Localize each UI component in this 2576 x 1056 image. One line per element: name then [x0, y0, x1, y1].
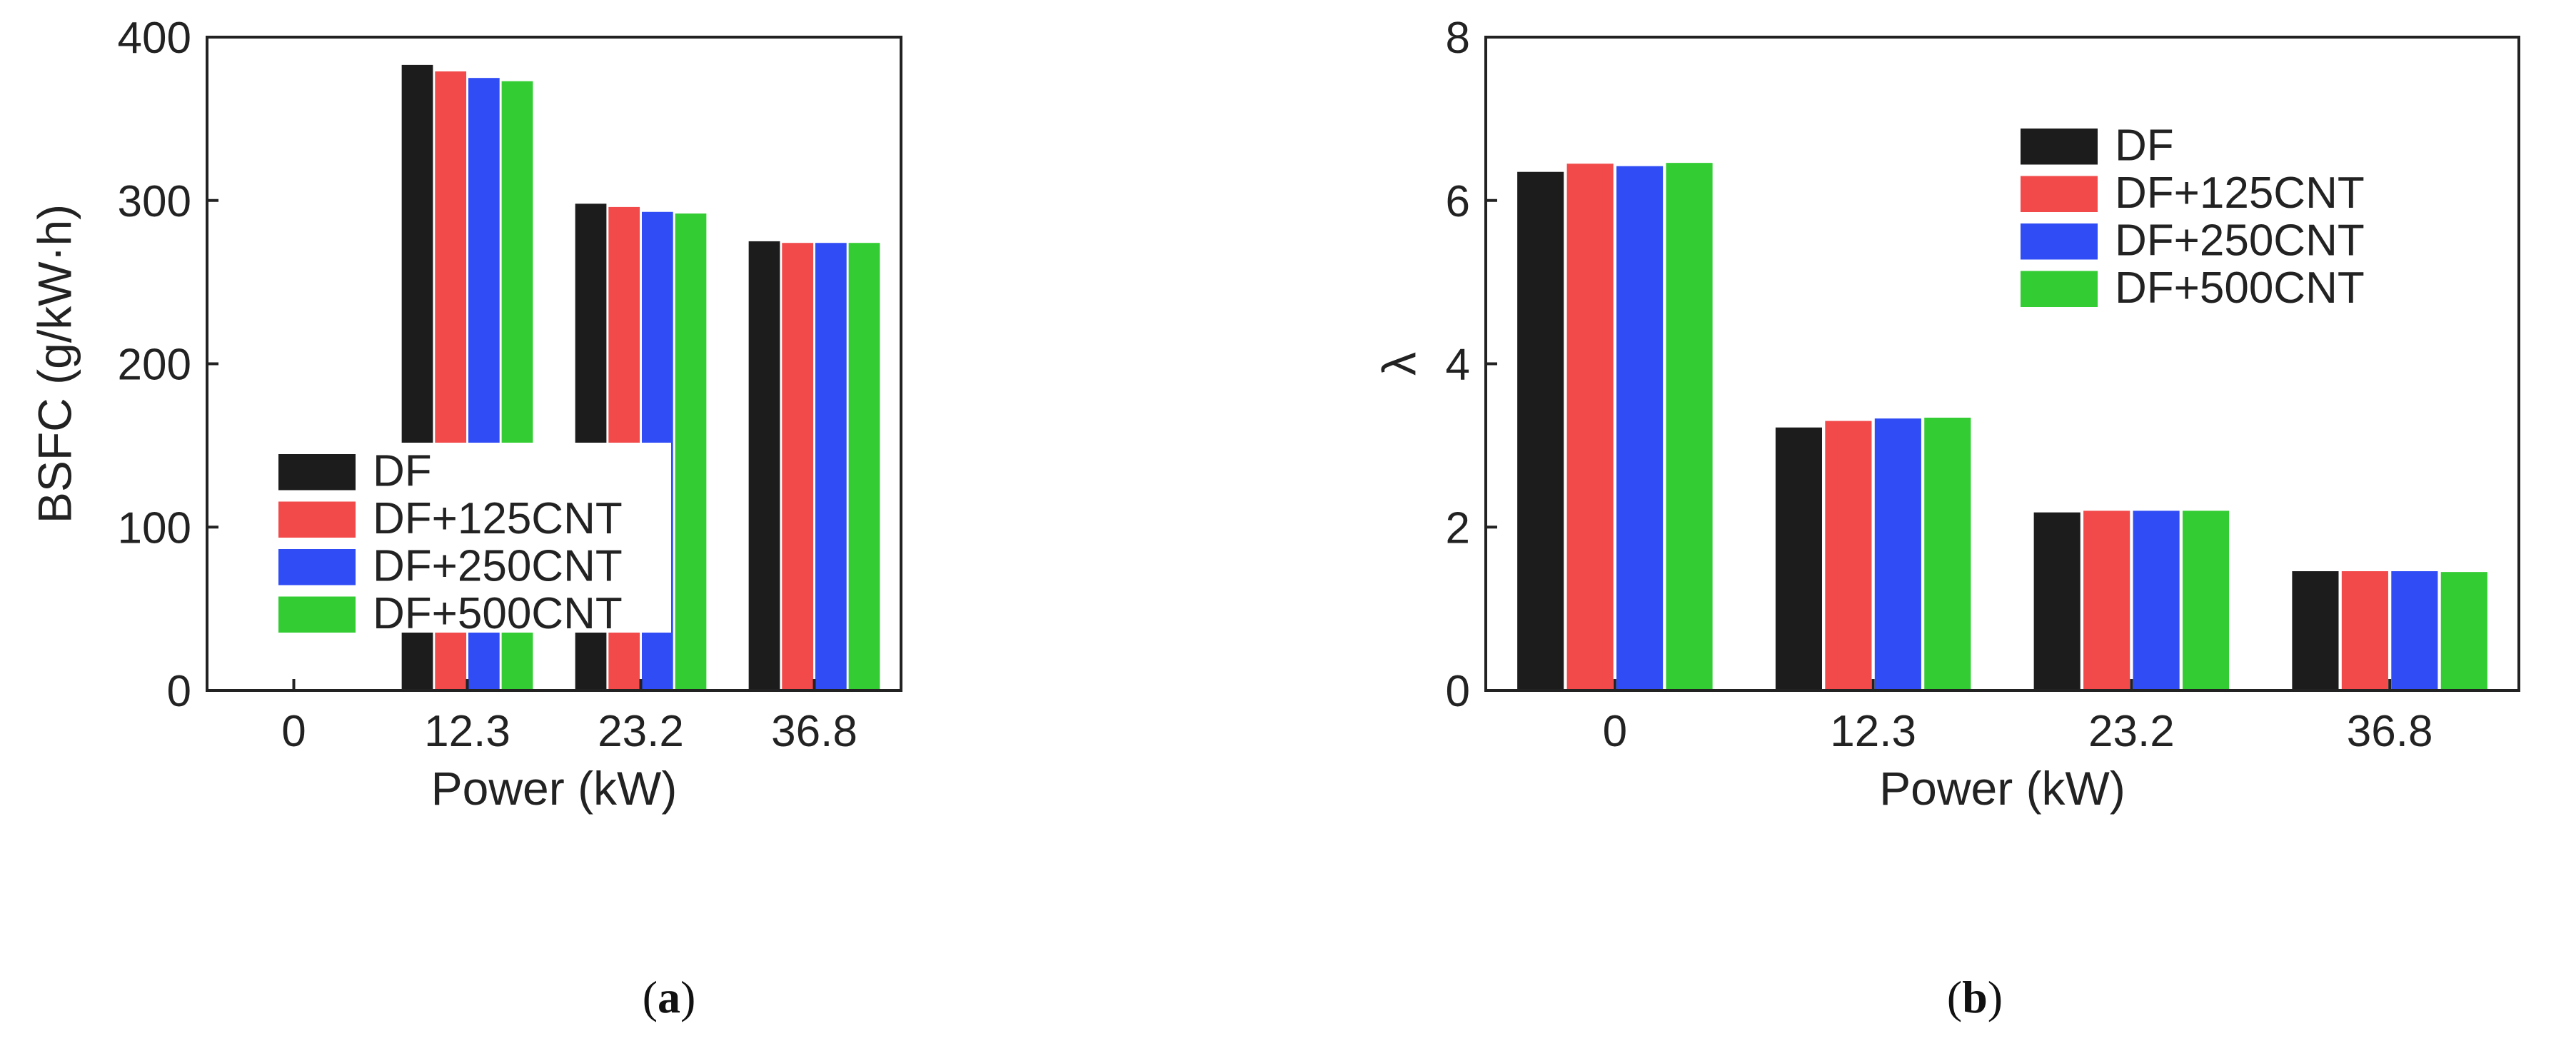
legend-label: DF+250CNT	[373, 542, 623, 591]
bar-df-36.8	[748, 241, 780, 690]
legend-label: DF+125CNT	[373, 494, 623, 543]
y-axis-label-b: λ	[1372, 352, 1425, 376]
y-ticks-b: 0 2 4 6 8	[1446, 14, 1497, 716]
bar-df-plus-500cnt-36.8	[848, 243, 880, 691]
legend-label: DF+500CNT	[2115, 263, 2365, 313]
legend-swatch	[2021, 223, 2098, 260]
bar-df-plus-500cnt-0	[1666, 163, 1713, 690]
y-tick-label: 0	[1446, 667, 1470, 716]
y-tick-label: 300	[118, 177, 191, 226]
bar-df-plus-500cnt-12.3	[1924, 417, 1971, 690]
bar-df-plus-250cnt-12.3	[1874, 418, 1921, 690]
y-axis-label-a: BSFC (g/kW·h)	[28, 204, 81, 523]
x-tick-label: 23.2	[598, 707, 684, 756]
legend-swatch	[2021, 271, 2098, 307]
legend-swatch	[278, 549, 356, 585]
panel-caption-letter-b: b	[1962, 972, 1988, 1022]
x-ticks-b: 0 12.3 23.2 36.8	[1603, 679, 2433, 756]
legend-swatch	[2021, 129, 2098, 165]
bar-df-plus-125cnt-12.3	[1825, 421, 1872, 690]
x-tick-label: 36.8	[2347, 707, 2433, 756]
legend-swatch	[278, 501, 356, 538]
legend-label: DF+500CNT	[373, 589, 623, 638]
panel-caption-a: (a)	[643, 972, 696, 1022]
y-tick-label: 400	[118, 14, 191, 63]
panel-caption-letter-a: a	[658, 972, 680, 1022]
bar-df-plus-250cnt-23.2	[2133, 511, 2180, 690]
x-tick-label: 36.8	[771, 707, 857, 756]
bar-df-plus-500cnt-23.2	[675, 213, 707, 690]
bar-df-plus-250cnt-36.8	[815, 243, 847, 691]
x-tick-label: 12.3	[424, 707, 510, 756]
bar-df-plus-125cnt-36.8	[782, 243, 814, 691]
bars-group-b	[1517, 163, 2487, 690]
x-ticks-a: 0 12.3 23.2 36.8	[281, 679, 857, 756]
legend-label: DF	[2115, 121, 2174, 171]
legend-swatch	[278, 596, 356, 633]
bar-df-12.3	[1775, 427, 1822, 690]
x-tick-label: 0	[281, 707, 306, 756]
y-tick-label: 4	[1446, 341, 1470, 390]
legend-label: DF+125CNT	[2115, 169, 2365, 218]
legend-swatch	[278, 454, 356, 491]
bar-df-plus-125cnt-0	[1566, 164, 1614, 690]
bar-df-plus-500cnt-23.2	[2183, 511, 2230, 690]
bar-df-plus-250cnt-0	[1616, 166, 1664, 690]
x-axis-label-a: Power (kW)	[431, 762, 678, 815]
y-ticks-a: 0 100 200 300 400	[118, 14, 218, 716]
x-tick-label: 12.3	[1830, 707, 1916, 756]
legend-label: DF	[373, 447, 432, 496]
y-tick-label: 200	[118, 341, 191, 390]
y-tick-label: 6	[1446, 177, 1470, 226]
bar-df-plus-125cnt-23.2	[2083, 511, 2130, 690]
y-tick-label: 0	[167, 667, 191, 716]
y-tick-label: 100	[118, 503, 191, 553]
bar-df-36.8	[2292, 571, 2339, 690]
panel-caption-b: (b)	[1947, 972, 2003, 1022]
x-axis-label-b: Power (kW)	[1879, 762, 2125, 815]
bar-df-plus-500cnt-36.8	[2440, 572, 2487, 690]
legend-swatch	[2021, 176, 2098, 212]
bar-df-plus-125cnt-36.8	[2341, 571, 2388, 690]
legend-label: DF+250CNT	[2115, 216, 2365, 266]
bar-df-23.2	[2033, 512, 2081, 690]
x-tick-label: 23.2	[2088, 707, 2175, 756]
bar-df-0	[1517, 171, 1564, 690]
x-tick-label: 0	[1603, 707, 1627, 756]
bar-df-plus-250cnt-36.8	[2391, 571, 2438, 690]
y-tick-label: 8	[1446, 14, 1470, 63]
y-tick-label: 2	[1446, 503, 1470, 553]
